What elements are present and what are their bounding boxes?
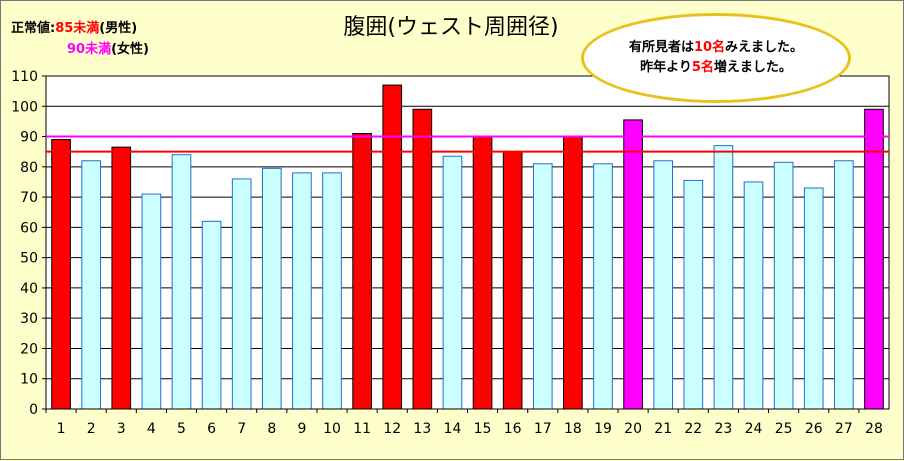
bar <box>111 146 132 410</box>
bar <box>743 181 764 410</box>
x-tick-label: 21 <box>654 421 672 437</box>
note-line-1-value: 10名 <box>693 40 726 55</box>
bar <box>773 161 794 410</box>
x-tick-label: 4 <box>147 421 156 437</box>
x-tick-label: 3 <box>117 421 126 437</box>
x-tick-label: 23 <box>714 421 732 437</box>
note-line-2-prefix: 昨年より <box>640 60 692 75</box>
x-tick-label: 13 <box>413 421 431 437</box>
y-tick-label: 30 <box>20 311 38 327</box>
y-tick-label: 20 <box>20 341 38 357</box>
bar <box>653 160 674 410</box>
bar <box>563 136 583 410</box>
legend-male-prefix: 正常値: <box>11 21 56 36</box>
bar <box>201 220 222 410</box>
x-tick-label: 27 <box>835 421 853 437</box>
x-tick-label: 9 <box>297 421 306 437</box>
bar <box>382 84 403 410</box>
legend-male-normal: 正常値:85未満(男性) <box>11 17 137 36</box>
bar <box>292 172 312 410</box>
bar <box>81 160 101 410</box>
y-tick-label: 10 <box>20 372 38 388</box>
bar <box>141 193 162 410</box>
x-tick-label: 6 <box>207 421 216 437</box>
legend-female-suffix: (女性) <box>111 42 149 57</box>
legend-male-value: 85未満 <box>55 21 100 36</box>
bar <box>171 154 192 410</box>
chart-title: 腹囲(ウェスト周囲径) <box>343 15 559 40</box>
y-tick-label: 60 <box>20 220 38 236</box>
bar <box>623 119 643 410</box>
x-tick-label: 7 <box>237 421 246 437</box>
note-callout: 有所見者は10名みえました。 昨年より5名増えました。 <box>581 13 851 103</box>
y-tick-label: 100 <box>11 99 38 115</box>
x-tick-label: 1 <box>57 421 66 437</box>
bar <box>803 187 824 410</box>
note-line-1-prefix: 有所見者は <box>628 40 694 55</box>
x-tick-label: 11 <box>353 421 371 437</box>
bar <box>834 160 854 410</box>
legend-male-suffix: (男性) <box>99 21 138 36</box>
x-tick-label: 16 <box>504 421 522 437</box>
note-line-2: 昨年より5名増えました。 <box>640 58 792 78</box>
legend-female-normal: 90未満(女性) <box>67 38 149 57</box>
x-tick-label: 26 <box>805 421 823 437</box>
x-tick-label: 10 <box>323 421 341 437</box>
y-tick-label: 90 <box>20 130 38 146</box>
bar <box>231 178 252 410</box>
x-tick-label: 5 <box>177 421 186 437</box>
bar <box>593 163 613 410</box>
bar <box>412 108 433 410</box>
x-tick-label: 22 <box>684 421 702 437</box>
bar <box>713 145 734 410</box>
note-line-1: 有所見者は10名みえました。 <box>629 38 803 58</box>
bar <box>532 163 553 410</box>
bar <box>51 139 71 410</box>
x-tick-label: 17 <box>534 421 552 437</box>
y-tick-label: 80 <box>20 160 38 176</box>
bar <box>864 108 884 410</box>
bar <box>352 133 372 410</box>
x-tick-label: 2 <box>87 421 96 437</box>
note-line-1-suffix: みえました。 <box>725 40 804 55</box>
x-tick-label: 18 <box>564 421 582 437</box>
x-tick-label: 20 <box>624 421 642 437</box>
x-tick-label: 24 <box>745 421 763 437</box>
legend-female-value: 90未満 <box>67 42 112 57</box>
y-tick-label: 50 <box>20 251 38 267</box>
bar <box>502 151 523 410</box>
bar <box>442 155 463 410</box>
y-tick-label: 0 <box>29 402 38 418</box>
x-tick-label: 28 <box>865 421 883 437</box>
bar <box>322 172 342 410</box>
x-tick-label: 15 <box>474 421 492 437</box>
y-tick-label: 110 <box>11 69 38 85</box>
x-tick-label: 14 <box>444 421 462 437</box>
y-tick-label: 40 <box>20 281 38 297</box>
x-tick-label: 19 <box>594 421 612 437</box>
bar <box>683 179 704 410</box>
x-tick-label: 8 <box>267 421 276 437</box>
note-line-2-suffix: 増えました。 <box>713 60 792 75</box>
bar <box>472 136 493 410</box>
x-tick-label: 12 <box>383 421 401 437</box>
bar <box>261 167 282 410</box>
y-tick-label: 70 <box>20 190 38 206</box>
x-tick-label: 25 <box>775 421 793 437</box>
note-line-2-value: 5名 <box>691 60 714 75</box>
